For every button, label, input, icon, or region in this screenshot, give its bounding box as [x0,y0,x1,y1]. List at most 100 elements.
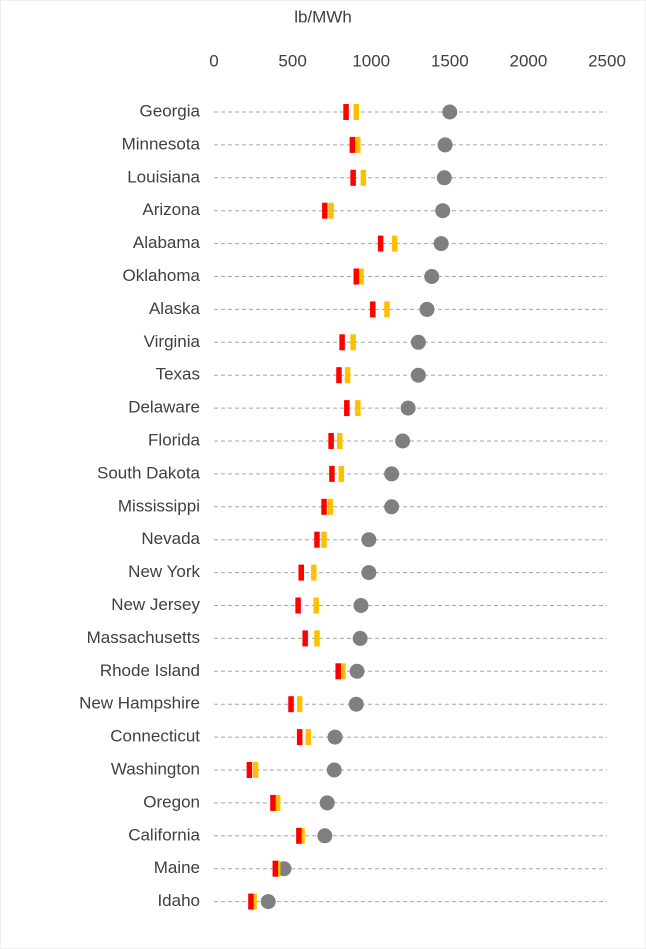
bar-marker [349,136,356,153]
dot [319,795,335,811]
y-tick-label: Massachusetts [87,628,200,647]
bar-marker [344,367,351,384]
dot [410,334,426,350]
y-tick-label: Alabama [133,233,201,252]
bar-marker [252,762,259,778]
y-tick-label: Georgia [140,101,201,120]
bar-marker [350,334,356,351]
dot [384,499,400,515]
bar-marker [339,334,345,351]
bar-marker [328,433,334,449]
bar-marker [337,433,343,449]
y-tick-label: New Hampshire [79,694,200,713]
x-tick-label: 1500 [431,51,469,70]
chart-title: lb/MWh [294,7,352,26]
dot [437,137,453,153]
bar-marker [274,794,281,811]
bar-marker [313,597,319,614]
bar-marker [338,465,345,482]
y-tick-label: Delaware [128,398,200,417]
bar-marker [314,531,320,548]
bar-marker [392,235,398,252]
dot [349,663,365,679]
dot [260,894,276,910]
bar-marker [360,169,367,186]
bar-marker [298,564,304,581]
x-tick-label: 2000 [509,51,547,70]
bar-marker [321,531,327,548]
bar-marker [353,268,360,285]
bar-marker [344,400,350,417]
dot [419,301,435,317]
dot [326,762,342,778]
bar-marker [335,663,341,680]
y-tick-label: Nevada [141,529,200,548]
bar-marker [353,104,360,120]
x-tick-label: 500 [278,51,306,70]
y-tick-label: New Jersey [111,595,200,614]
bar-marker [328,202,334,219]
bar-marker [329,465,335,482]
y-tick-label: New York [128,562,200,581]
bar-marker [355,400,361,417]
bar-marker [311,564,317,581]
bar-marker [305,729,312,746]
y-tick-label: Rhode Island [100,661,200,680]
y-tick-label: Texas [156,365,200,384]
bar-marker [251,893,257,910]
bar-marker [327,498,334,515]
y-tick-label: Idaho [157,891,200,910]
dot [353,598,369,613]
dot [327,729,343,745]
dot [436,170,452,186]
bar-marker [343,104,349,120]
dot [435,203,451,219]
bar-marker [295,597,301,614]
bar-marker [302,630,308,647]
dot [361,565,377,581]
bar-marker [377,235,384,252]
dot [361,532,377,548]
bar-marker [358,268,364,285]
dot [348,696,364,712]
bar-marker [296,696,303,713]
y-tick-label: Florida [148,430,201,449]
bar-marker [370,301,376,318]
dot [317,828,333,844]
y-tick-label: Washington [111,759,200,778]
dot [442,104,458,120]
dot [400,400,416,416]
bar-marker [322,202,328,219]
y-tick-label: Alaska [149,299,201,318]
bar-marker [296,827,302,844]
bar-marker [336,367,342,384]
y-tick-label: Minnesota [122,134,201,153]
y-tick-label: Louisiana [127,167,200,186]
dot [384,466,400,482]
bar-marker [299,827,305,844]
dot [395,433,411,449]
bar-marker [340,663,346,680]
y-tick-label: Oregon [143,792,200,811]
bar-marker [350,169,356,186]
y-tick-label: Virginia [144,332,201,351]
y-tick-label: Arizona [142,200,200,219]
y-tick-label: Oklahoma [123,266,201,285]
x-tick-label: 0 [209,51,218,70]
bar-marker [384,301,390,318]
y-tick-label: California [128,825,200,844]
bar-marker [272,860,279,877]
bar-marker [355,136,361,153]
bar-marker [296,729,303,746]
y-tick-label: Mississippi [118,496,200,515]
y-tick-label: South Dakota [97,463,201,482]
x-tick-label: 1000 [352,51,390,70]
y-tick-label: Connecticut [110,727,200,746]
dot [352,630,368,646]
bar-marker [248,893,254,910]
dot [433,236,449,252]
x-tick-label: 2500 [588,51,626,70]
